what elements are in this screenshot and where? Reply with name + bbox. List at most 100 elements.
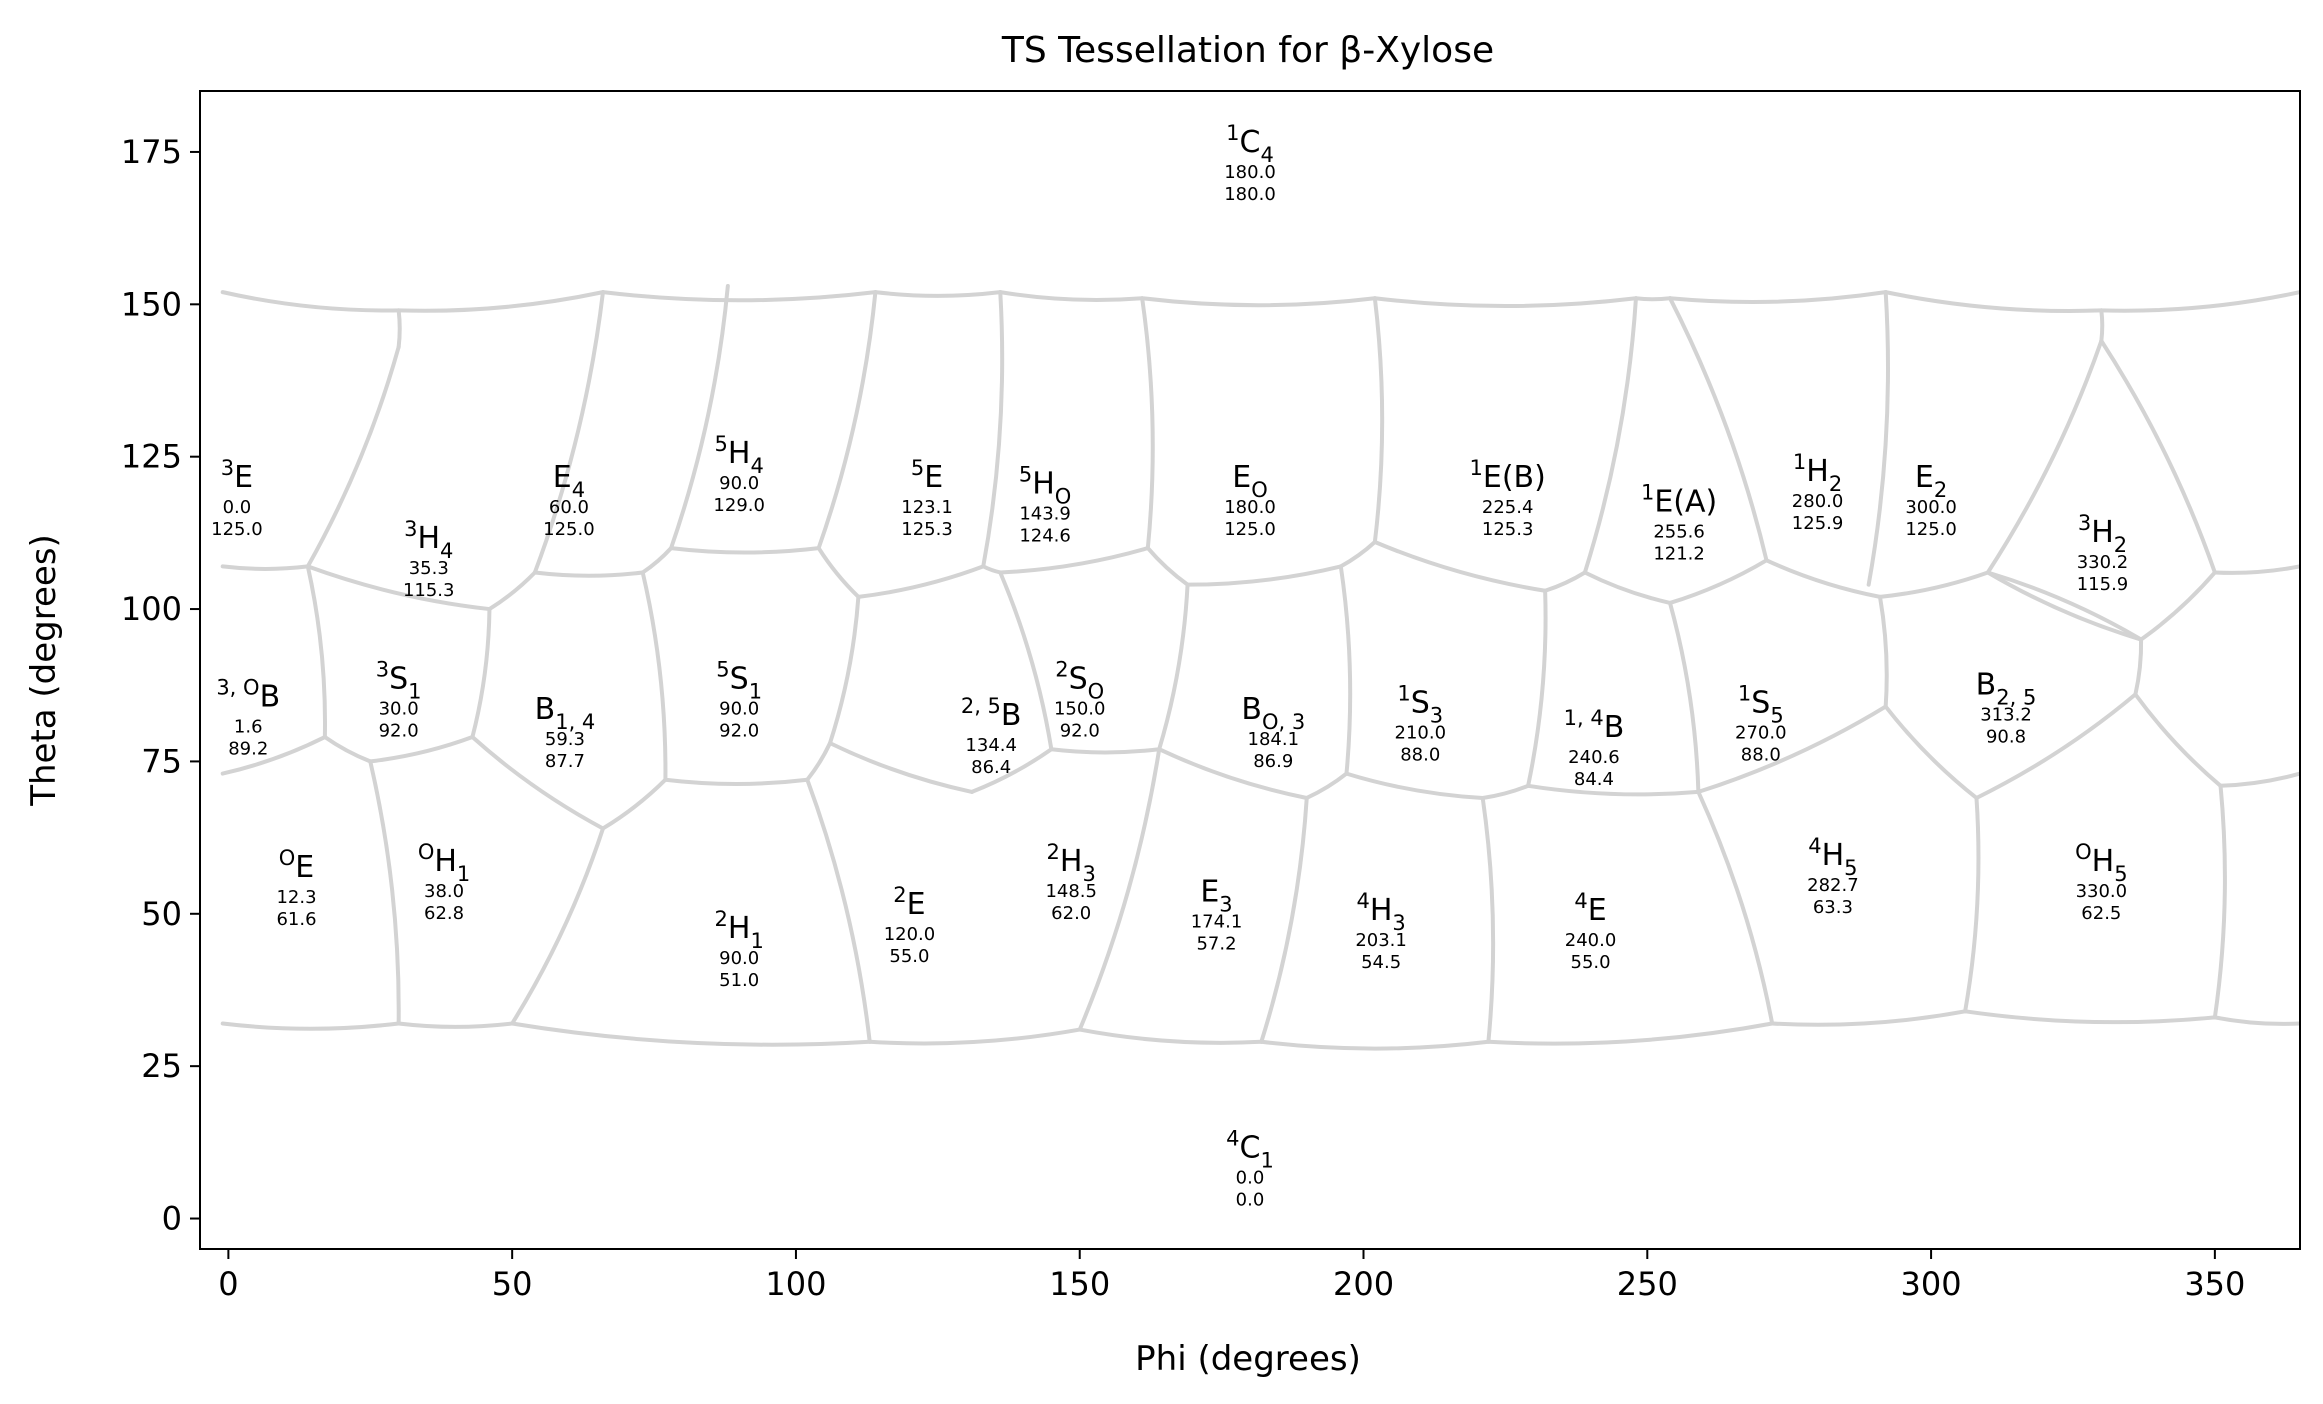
tessellation-edge [470,607,492,740]
tessellation-edge [305,344,401,569]
tessellation-edge [1480,795,1496,1044]
region-theta-value: 0.0 [1236,1190,1265,1211]
region-phi-value: 210.0 [1395,723,1447,744]
region-phi-value: 330.0 [2076,881,2128,902]
tessellation-edge [1878,570,1990,599]
tessellation-edge [998,546,1150,575]
tessellation-edge [2133,692,2223,788]
region-name: 1E(B) [1470,456,1546,495]
tessellation-edge [1696,789,1775,1026]
region-name: BO, 3 [1241,692,1305,734]
region-phi-value: 174.1 [1191,912,1243,933]
tessellation-edge [510,1021,872,1047]
tessellation-edge [305,564,328,740]
tessellation-edge [368,759,401,1026]
y-tick-label: 125 [121,438,182,476]
region-name: 1, 4B [1564,706,1625,745]
region-phi-value: 280.0 [1792,491,1844,512]
region-name: 5S1 [716,657,762,703]
region-name: B1, 4 [535,692,596,734]
tessellation-edge [856,564,986,599]
x-tick-label: 50 [492,1265,533,1303]
region-name: 5E [911,456,943,495]
x-axis: 0 50 100 150 200 250 300 350 [218,1249,2245,1303]
region-theta-value: 61.6 [276,909,316,930]
tessellation-edge [532,290,605,575]
tessellation-edge [1486,1021,1775,1046]
tessellation-edge [220,1021,401,1031]
tessellation-edge [867,1027,1082,1046]
tessellation-edge [2139,570,2217,642]
tessellation-edge [1526,783,1701,797]
tessellation-edge [805,777,872,1044]
x-tick-label: 250 [1617,1265,1678,1303]
region-phi-value: 143.9 [1019,503,1071,524]
region-phi-value: 35.3 [409,558,449,579]
region-label: 3, OB1.689.2 [216,676,280,760]
region-theta-value: 125.0 [1905,519,1957,540]
region-name: EO [1232,460,1268,502]
tessellation-edge [805,741,832,782]
tessellation-edge [1963,1009,2217,1025]
tessellation-edge [396,1021,515,1029]
tessellation-edge [600,290,878,303]
tessellation-edge [669,284,730,551]
y-tick-label: 25 [141,1047,182,1085]
region-phi-value: 240.0 [1565,930,1617,951]
region-theta-value: 125.3 [1482,519,1534,540]
plot-frame [199,90,2301,1250]
tessellation-edge [368,735,475,764]
region-name: 4C1 [1226,1127,1274,1173]
tessellation-edge [1582,296,1638,575]
region-phi-value: 313.2 [1980,704,2032,725]
tessellation-edge [1157,582,1190,752]
region-theta-value: 115.9 [2077,574,2129,595]
region-theta-value: 57.2 [1196,934,1236,955]
tessellation-edge [1668,290,1888,304]
region-theta-value: 115.3 [403,580,455,601]
tessellation-edge [1668,558,1769,605]
region-phi-value: 0.0 [223,497,252,518]
region-theta-value: 125.9 [1792,513,1844,534]
tessellation-edge [1985,338,2104,575]
tessellation-edge [487,570,537,612]
region-name: B2, 5 [1976,667,2037,709]
region-phi-value: 225.4 [1482,497,1534,518]
region-phi-value: 59.3 [545,729,585,750]
tessellation-edge [2099,290,2300,313]
tessellation-edge [1582,570,1672,605]
region-theta-value: 55.0 [889,946,929,967]
region-theta-value: 51.0 [719,970,759,991]
tessellation-edge [1344,771,1485,800]
region-theta-value: 125.0 [543,519,595,540]
region-name: E3 [1200,875,1232,917]
region-theta-value: 84.4 [1574,769,1614,790]
region-name: 3E [221,456,253,495]
region-theta-value: 62.0 [1051,903,1091,924]
tessellation-edge [816,546,861,599]
tessellation-edge [969,747,1054,794]
tessellation-edge [220,564,310,571]
region-theta-value: 89.2 [228,739,268,760]
region-phi-value: 255.6 [1653,522,1705,543]
region-name: 1E(A) [1641,481,1717,520]
tessellation-edge [1985,570,2144,642]
x-tick-label: 150 [1049,1265,1110,1303]
region-theta-value: 92.0 [379,720,419,741]
